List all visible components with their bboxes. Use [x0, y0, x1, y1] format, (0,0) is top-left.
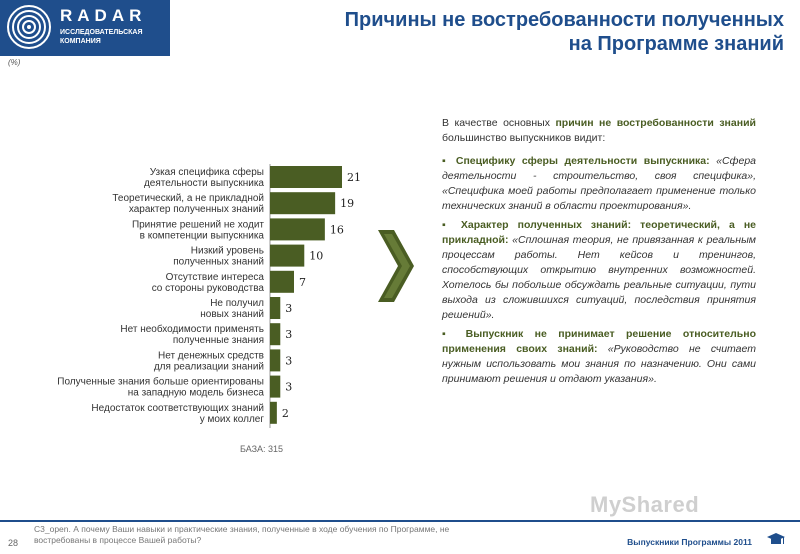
value-label-4: 7: [299, 276, 306, 289]
value-label-0: 21: [347, 171, 361, 184]
bar-6: [270, 323, 281, 346]
category-label-line: Полученные знания больше ориентированы: [57, 376, 264, 388]
bullet-decisions-quote: «Руководство не считает нужным использов…: [442, 343, 756, 385]
value-label-6: 3: [285, 328, 292, 341]
category-label-line: полученные знания: [173, 335, 264, 346]
bar-8: [270, 375, 281, 398]
category-label-6: Нет необходимости применять полученные зн…: [120, 323, 264, 346]
footer-brand: Выпускники Программы 2011: [627, 537, 752, 547]
category-label-line: Нет денежных средств: [158, 350, 264, 361]
value-label-3: 10: [309, 250, 323, 263]
brand-name: RADAR: [60, 6, 147, 25]
category-label-line: полученных знаний: [173, 257, 264, 268]
category-label-8: Полученные знания больше ориентированы на…: [57, 376, 264, 399]
bullet-specifics-title: ▪ Специфику сферы деятельности выпускник…: [442, 155, 710, 167]
category-label-9: Недостаток соответствующих знаний у моих …: [91, 403, 264, 425]
category-label-line: характер полученных знаний: [129, 204, 264, 215]
category-label-line: Теоретический, а не прикладной: [112, 193, 264, 204]
category-label-line: у моих коллег: [200, 414, 265, 425]
category-label-line: Узкая специфика сферы: [150, 166, 264, 178]
radar-rings-icon: [7, 5, 51, 49]
graduate-icon: [767, 533, 785, 544]
bar-9: [270, 401, 277, 424]
bullet-theory: ▪ Характер полученных знаний: теоретичес…: [442, 218, 756, 323]
title-line2: на Программе знаний: [568, 33, 784, 55]
brand-subtitle: ИССЛЕДОВАТЕЛЬСКАЯ КОМПАНИЯ: [60, 28, 160, 46]
category-label-line: Недостаток соответствующих знаний: [91, 403, 264, 414]
unit-note: (%): [8, 58, 21, 67]
category-label-line: Отсутствие интереса: [166, 272, 265, 283]
footer-divider: [0, 520, 800, 522]
watermark: MyShared: [590, 492, 700, 517]
bar-4: [270, 270, 294, 293]
category-label-line: Не получил: [210, 298, 264, 309]
value-label-5: 3: [285, 302, 292, 315]
category-label-7: Нет денежных средств для реализации знани…: [154, 350, 264, 372]
value-label-7: 3: [285, 354, 292, 367]
chevron-right-icon: [378, 230, 414, 302]
category-label-4: Отсутствие интереса со стороны руководств…: [152, 272, 265, 294]
category-label-5: Не получил новых знаний: [200, 298, 264, 320]
reasons-bar-chart: 21 Узкая специфика сферы деятельности выпу…: [57, 164, 361, 428]
title-line1: Причины не востребованности полученных: [344, 9, 784, 31]
bullet-theory-quote: «Сплошная теория, не привязанная к реаль…: [442, 234, 756, 321]
base-label: БАЗА: 315: [240, 444, 284, 454]
bullet-specifics: ▪ Специфику сферы деятельности выпускник…: [442, 154, 756, 214]
category-label-line: со стороны руководства: [152, 283, 265, 294]
bar-7: [270, 349, 281, 372]
logo: RADAR ИССЛЕДОВАТЕЛЬСКАЯ КОМПАНИЯ: [0, 0, 170, 56]
category-label-line: на западную модель бизнеса: [128, 387, 265, 399]
bar-3: [270, 244, 305, 267]
question-footnote: C3_open. А почему Ваши навыки и практиче…: [34, 524, 450, 545]
category-label-0: Узкая специфика сферы деятельности выпуск…: [144, 166, 264, 189]
category-label-line: в компетенции выпускника: [140, 230, 265, 241]
bar-5: [270, 297, 281, 319]
intro-text-2: большинство выпускников видит:: [442, 132, 606, 144]
category-label-line: деятельности выпускника: [144, 178, 264, 189]
bullet-decisions: ▪ Выпускник не принимает решение относит…: [442, 327, 756, 387]
page-title: Причины не востребованности полученных н…: [224, 8, 784, 56]
brand-sub-line2: КОМПАНИЯ: [60, 38, 101, 45]
intro-highlight: причин не востребованности знаний: [555, 117, 756, 129]
category-label-2: Принятие решений не ходит в компетенции в…: [132, 219, 264, 241]
category-label-line: Низкий уровень: [191, 246, 264, 257]
value-label-9: 2: [282, 407, 289, 420]
intro-paragraph: В качестве основных причин не востребова…: [442, 116, 756, 146]
bar-1: [270, 192, 336, 215]
value-label-1: 19: [340, 197, 354, 210]
value-label-8: 3: [285, 381, 292, 394]
intro-text-1: В качестве основных: [442, 117, 556, 129]
category-label-line: Принятие решений не ходит: [132, 219, 264, 230]
bullet-decisions-title: ▪ Выпускник не принимает решение относит…: [442, 328, 756, 355]
category-label-1: Теоретический, а не прикладной характер п…: [112, 193, 264, 215]
page-number: 28: [8, 538, 19, 548]
findings-text: В качестве основных причин не востребова…: [442, 116, 756, 387]
category-label-line: для реализации знаний: [154, 361, 264, 372]
category-label-3: Низкий уровень полученных знаний: [173, 246, 264, 268]
bar-2: [270, 218, 325, 241]
bullet-specifics-quote: «Сфера деятельности - строительство, сво…: [442, 155, 757, 212]
value-label-2: 16: [330, 223, 344, 236]
bullet-theory-title: ▪ Характер полученных знаний: теоретичес…: [442, 219, 756, 246]
category-label-line: новых знаний: [200, 309, 264, 320]
brand-sub-line1: ИССЛЕДОВАТЕЛЬСКАЯ: [60, 29, 143, 36]
category-label-line: Нет необходимости применять: [120, 323, 264, 335]
bar-0: [270, 166, 342, 188]
